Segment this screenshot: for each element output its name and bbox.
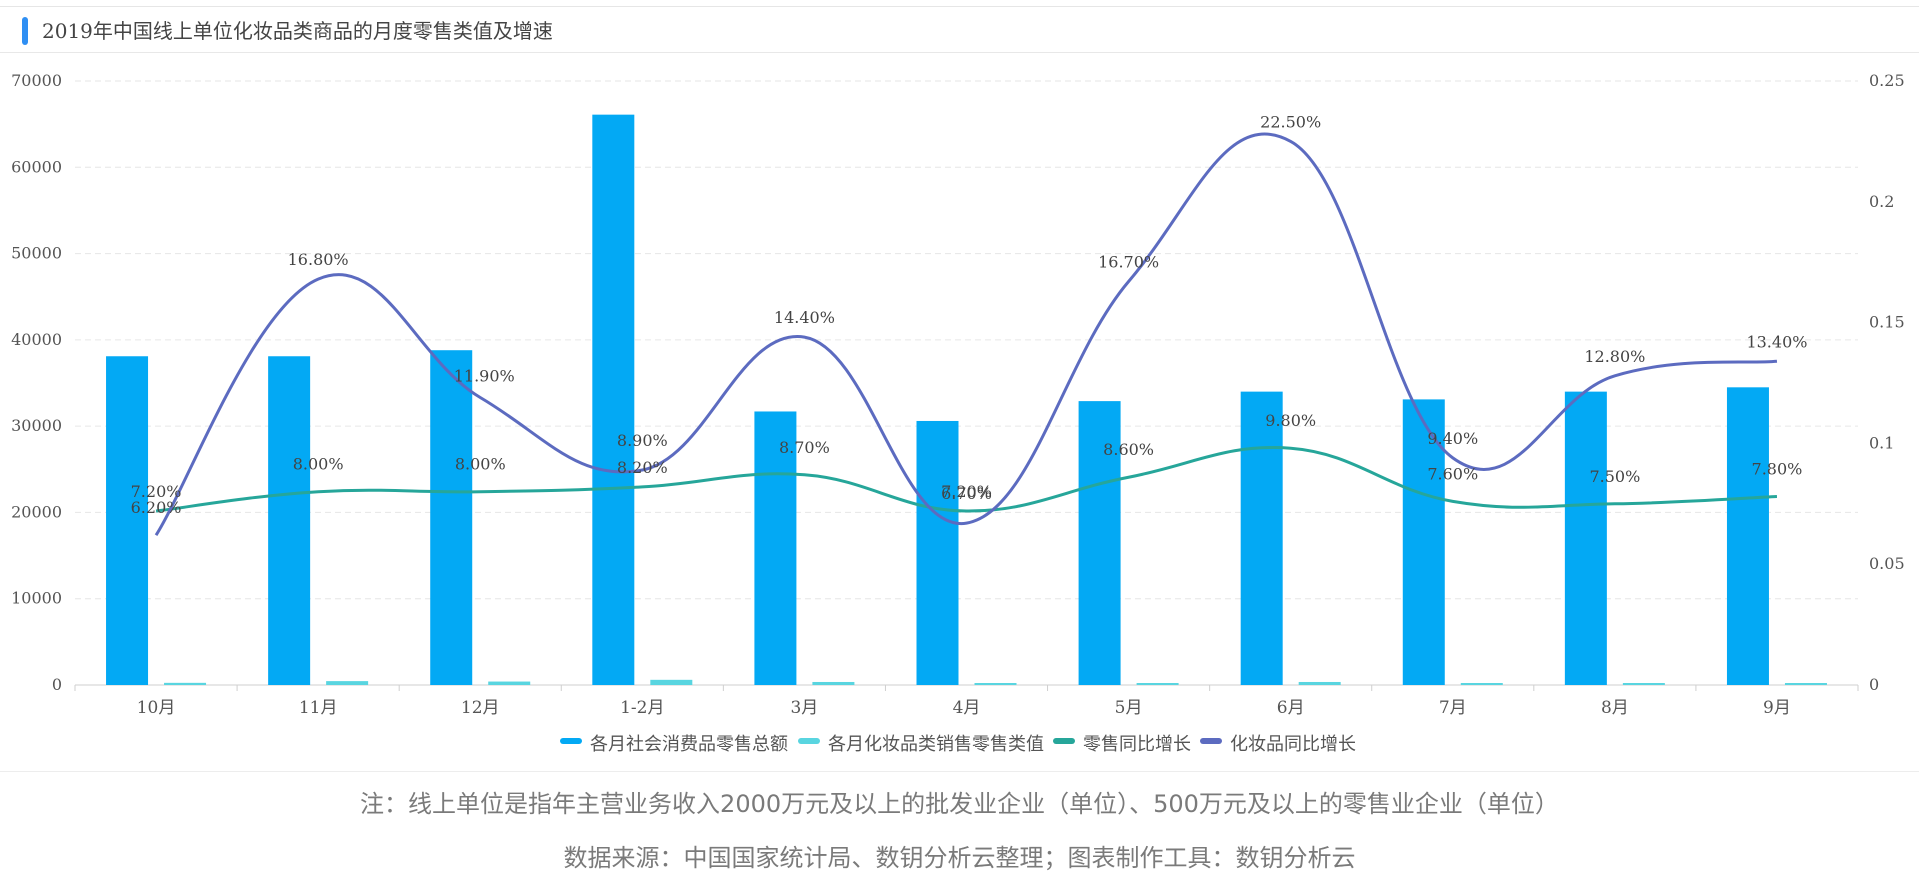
legend-label: 化妆品同比增长 — [1230, 734, 1356, 755]
y-right-tick-label: 0.05 — [1869, 554, 1905, 573]
chart-card: 2019年中国线上单位化妆品类商品的月度零售类值及增速 0 10000 20000 3… — [0, 6, 1919, 772]
data-label-cosmetics-growth: 13.40% — [1746, 332, 1807, 351]
data-label-retail-growth: 8.00% — [455, 455, 506, 474]
y-right-tick-label: 0.1 — [1869, 433, 1894, 452]
x-tick-label: 4月 — [953, 698, 981, 718]
legend-label: 各月社会消费品零售总额 — [590, 734, 788, 755]
bar-total-retail — [754, 411, 797, 685]
chart-title-bar: 2019年中国线上单位化妆品类商品的月度零售类值及增速 — [0, 7, 1919, 53]
bar-cosmetics-retail — [326, 681, 369, 685]
bar-cosmetics-retail — [164, 682, 207, 685]
legend-item: 各月化妆品类销售零售类值 — [798, 734, 1044, 755]
bar-cosmetics-retail — [812, 681, 855, 685]
bar-total-retail — [430, 350, 473, 685]
data-label-cosmetics-growth: 6.70% — [941, 484, 992, 503]
line-cosmetics-growth — [154, 132, 1778, 537]
data-label-cosmetics-growth: 22.50% — [1260, 112, 1321, 131]
data-label-retail-growth: 7.80% — [1752, 460, 1803, 479]
x-tick-label: 5月 — [1115, 698, 1143, 718]
legend-swatch — [1200, 738, 1222, 744]
x-tick-label: 1-2月 — [620, 698, 664, 718]
footnote-definition: 注：线上单位是指年主营业务收入2000万元及以上的批发业企业（单位）、500万元… — [360, 790, 1559, 818]
legend-swatch — [560, 738, 582, 744]
legend-swatch — [798, 738, 820, 744]
data-label-retail-growth: 9.80% — [1265, 411, 1316, 430]
y-right-tick-label: 0 — [1869, 675, 1879, 694]
data-label-retail-growth: 8.00% — [293, 455, 344, 474]
legend-item: 零售同比增长 — [1053, 734, 1191, 755]
data-label-retail-growth: 7.50% — [1589, 467, 1640, 486]
data-label-retail-growth: 7.20% — [941, 482, 992, 501]
bar-cosmetics-retail — [1298, 681, 1341, 685]
data-label-retail-growth: 8.60% — [1103, 440, 1154, 459]
y-right-tick-label: 0.15 — [1869, 313, 1905, 332]
bar-cosmetics-retail — [488, 681, 531, 685]
y-left-tick-label: 10000 — [11, 589, 62, 608]
data-label-retail-growth: 7.20% — [131, 482, 182, 501]
bar-cosmetics-retail — [974, 683, 1017, 685]
legend: 各月社会消费品零售总额 各月化妆品类销售零售类值 零售同比增长 化妆品同比增长 — [560, 734, 1356, 755]
y-left-tick-label: 70000 — [11, 71, 62, 90]
bar-total-retail — [592, 114, 635, 685]
y-left-tick-label: 60000 — [11, 157, 62, 176]
y-left-tick-label: 50000 — [11, 244, 62, 263]
bar-cosmetics-retail — [1136, 683, 1179, 685]
footnote-source: 数据来源：中国国家统计局、数钥分析云整理；图表制作工具：数钥分析云 — [563, 844, 1356, 872]
bar-total-retail — [1078, 401, 1121, 685]
y-left-tick-label: 0 — [52, 675, 62, 694]
x-tick-label: 6月 — [1277, 698, 1305, 718]
x-tick-label: 7月 — [1439, 698, 1467, 718]
y-left-tick-label: 20000 — [11, 502, 62, 521]
data-label-retail-growth: 8.70% — [779, 438, 830, 457]
y-right-tick-label: 0.25 — [1869, 71, 1905, 90]
data-label-cosmetics-growth: 6.20% — [131, 498, 182, 517]
data-label-cosmetics-growth: 8.90% — [617, 431, 668, 450]
data-label-cosmetics-growth: 12.80% — [1584, 347, 1645, 366]
bar-total-retail — [916, 420, 959, 685]
bar-cosmetics-retail — [1460, 683, 1503, 685]
x-tick-label: 12月 — [461, 698, 500, 718]
bar-cosmetics-retail — [650, 679, 693, 685]
bar-cosmetics-retail — [1622, 683, 1665, 685]
line-retail-growth — [155, 446, 1778, 513]
x-tick-label: 8月 — [1601, 698, 1629, 718]
y-left-tick-label: 30000 — [11, 416, 62, 435]
title-accent-bar — [22, 17, 28, 45]
y-right-tick-label: 0.2 — [1869, 192, 1894, 211]
data-label-retail-growth: 7.60% — [1427, 464, 1478, 483]
x-tick-label: 11月 — [299, 698, 338, 718]
data-label-retail-growth: 8.20% — [617, 458, 668, 477]
legend-item: 化妆品同比增长 — [1200, 734, 1356, 755]
legend-item: 各月社会消费品零售总额 — [560, 734, 788, 755]
x-tick-label: 10月 — [137, 698, 176, 718]
legend-label: 各月化妆品类销售零售类值 — [828, 734, 1044, 755]
bar-total-retail — [106, 356, 149, 685]
bar-total-retail — [1726, 387, 1769, 685]
legend-label: 零售同比增长 — [1083, 734, 1191, 755]
bar-total-retail — [1240, 391, 1283, 685]
bar-total-retail — [268, 356, 311, 685]
x-tick-label: 9月 — [1763, 698, 1791, 718]
x-tick-label: 3月 — [790, 698, 818, 718]
data-label-cosmetics-growth: 14.40% — [774, 308, 835, 327]
data-label-cosmetics-growth: 16.70% — [1098, 253, 1159, 272]
y-left-tick-label: 40000 — [11, 330, 62, 349]
data-label-cosmetics-growth: 9.40% — [1427, 429, 1478, 448]
bar-total-retail — [1564, 391, 1607, 685]
bar-cosmetics-retail — [1784, 683, 1827, 685]
combo-chart: 0 10000 20000 30000 40000 50000 60000 70000 0 0.0… — [11, 71, 1905, 755]
legend-swatch — [1053, 738, 1075, 744]
bar-total-retail — [1402, 399, 1445, 685]
data-label-cosmetics-growth: 16.80% — [288, 250, 349, 269]
data-label-cosmetics-growth: 11.90% — [454, 366, 515, 385]
chart-title: 2019年中国线上单位化妆品类商品的月度零售类值及增速 — [42, 19, 553, 43]
